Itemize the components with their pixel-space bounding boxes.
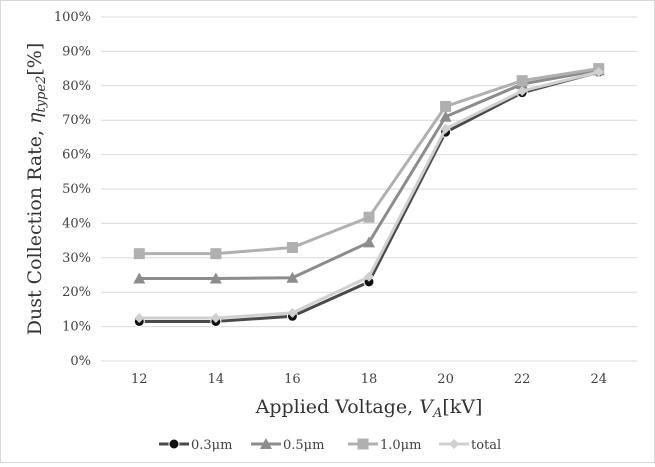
y-tick-label: 0% [70, 354, 91, 369]
y-tick-label: 90% [62, 44, 91, 59]
y-tick-label: 60% [62, 148, 91, 163]
data-point [210, 313, 221, 323]
x-tick-label: 16 [284, 372, 301, 387]
y-tick-label: 50% [62, 182, 91, 197]
y-tick-label: 80% [62, 79, 91, 94]
grid-lines [101, 16, 637, 362]
legend-item: 0.3μm [159, 438, 232, 453]
data-point [286, 241, 298, 253]
data-point [439, 110, 452, 122]
legend-marker [260, 438, 272, 449]
y-tick-label: 10% [62, 320, 91, 335]
y-tick-label: 40% [62, 216, 91, 231]
data-point [209, 272, 222, 284]
y-tick-label: 70% [62, 113, 91, 128]
x-tick-labels: 12 14 16 18 20 22 24 [131, 372, 607, 387]
data-point [517, 85, 528, 96]
legend-marker [449, 439, 459, 449]
series-0 [133, 66, 605, 327]
data-point [593, 67, 604, 78]
data-point [133, 248, 145, 260]
y-tick-label: 100% [54, 10, 91, 25]
series-2 [133, 63, 605, 260]
x-axis-title: Applied Voltage, VA[kV] [255, 396, 483, 421]
legend-label: 0.3μm [191, 438, 232, 453]
series-line [139, 67, 599, 256]
y-tick-label: 30% [62, 251, 91, 266]
legend: 0.3μm 0.5μm 1.0μm total [159, 438, 501, 453]
data-point [364, 271, 374, 282]
y-tick-labels: 0% 10% 20% 30% 40% 50% 60% 70% 80% 90% 100% [54, 10, 91, 369]
series-1 [133, 64, 605, 284]
x-tick-label: 18 [361, 372, 378, 387]
data-point [134, 313, 145, 323]
data-point [210, 248, 222, 260]
legend-item: total [439, 438, 501, 453]
x-tick-label: 24 [590, 372, 607, 387]
data-point [363, 211, 375, 223]
x-tick-label: 20 [437, 372, 454, 387]
legend-label: total [471, 438, 501, 453]
data-point [286, 271, 299, 283]
data-point [133, 272, 146, 284]
series-lines [133, 63, 605, 327]
x-tick-label: 22 [514, 372, 531, 387]
legend-item: 1.0μm [348, 438, 421, 453]
data-point [440, 123, 451, 134]
x-tick-label: 12 [131, 372, 148, 387]
data-point [363, 236, 375, 248]
data-point [440, 100, 452, 112]
y-axis-title: Dust Collection Rate, ηtype2[%] [24, 43, 49, 336]
legend-label: 0.5μm [283, 438, 324, 453]
series-3 [134, 67, 604, 323]
x-tick-label: 14 [208, 372, 225, 387]
y-tick-label: 20% [62, 285, 91, 300]
data-point [516, 75, 528, 87]
legend-marker [168, 438, 180, 450]
legend-label: 1.0μm [380, 438, 421, 453]
legend-marker [357, 438, 369, 450]
data-point [287, 307, 298, 318]
legend-item: 0.5μm [251, 438, 324, 453]
